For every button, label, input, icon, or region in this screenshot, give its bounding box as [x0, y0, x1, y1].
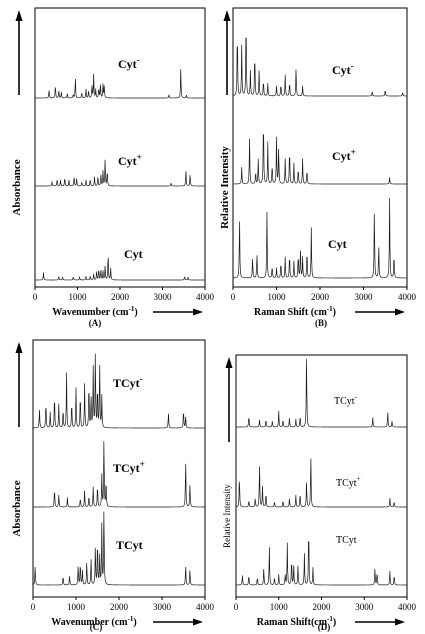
y-arrow-head: [223, 10, 231, 21]
x-tick-label: 0: [231, 292, 236, 302]
x-arrow-head: [193, 308, 203, 316]
x-tick-label: 1000: [67, 602, 86, 612]
x-tick-label: 2000: [313, 602, 332, 612]
series-label-1: TCyt+: [336, 475, 361, 489]
x-tick-label: 2000: [110, 602, 129, 612]
panel-b: 0 1000 2000 3000 4000 Raman Shift (cm-1) Relat…: [219, 7, 417, 328]
panel-caption: (A): [89, 318, 102, 328]
series-label-1: Cyt+: [118, 152, 142, 168]
y-arrow-head: [225, 357, 233, 368]
series-line-1: [33, 441, 205, 508]
series-line-0: [35, 69, 205, 99]
x-arrow-head: [395, 308, 405, 316]
plot-frame: [235, 354, 408, 598]
y-arrow-head: [15, 10, 23, 21]
x-tick-label: 3000: [355, 602, 374, 612]
y-axis-label: Relative Intensity: [219, 146, 231, 229]
panel-d: 0 1000 2000 3000 4000 Raman Shift(cm-1) Relati…: [222, 354, 417, 632]
series-label-2: TCyt: [336, 535, 357, 546]
x-arrow-head: [193, 618, 203, 626]
x-axis-label: Wavenumber (cm-1): [52, 305, 137, 318]
x-axis-label: Raman Shift (cm-1): [254, 305, 336, 318]
series-line-0: [232, 37, 408, 97]
series-label-2: Cyt: [328, 237, 347, 251]
series-label-0: Cyt-: [118, 55, 140, 71]
x-tick-label: 0: [234, 602, 239, 612]
x-tick-label: 1000: [69, 292, 88, 302]
x-axis-label: Raman Shift(cm-1): [257, 615, 336, 628]
x-tick-label: 0: [33, 292, 38, 302]
series-line-1: [235, 458, 407, 508]
plot-frame: [34, 7, 206, 288]
series-label-0: TCyt-: [113, 374, 143, 390]
x-tick-label: 0: [31, 602, 36, 612]
y-axis-label: Absorbance: [11, 159, 23, 215]
series-label-2: Cyt: [124, 247, 143, 261]
plot-frame: [232, 7, 408, 288]
panel-c: 0 1000 2000 3000 4000 Wavenumber (cm-1) Absorb…: [11, 339, 215, 632]
series-line-2: [35, 257, 205, 281]
series-label-1: Cyt+: [332, 147, 356, 163]
y-axis-label: Absorbance: [11, 480, 23, 536]
y-axis-label: Relative Intensity: [222, 484, 232, 548]
series-line-2: [32, 511, 205, 586]
x-tick-label: 4000: [398, 602, 417, 612]
panel-a: 0 1000 2000 3000 4000 Wavenumber (cm-1) Absorb…: [11, 7, 215, 328]
series-line-2: [235, 541, 407, 586]
x-tick-label: 4000: [398, 292, 417, 302]
series-label-0: Cyt-: [332, 61, 354, 77]
series-line-0: [33, 353, 205, 429]
series-label-0: TCyt-: [334, 393, 358, 407]
y-arrow-head: [15, 342, 23, 353]
x-tick-label: 1000: [270, 602, 289, 612]
x-tick-label: 1000: [268, 292, 287, 302]
x-arrow-head: [395, 618, 405, 626]
series-line-1: [233, 134, 407, 185]
series-line-1: [35, 159, 205, 187]
panel-caption: (C): [90, 622, 103, 632]
series-label-2: TCyt: [116, 538, 143, 552]
x-tick-label: 3000: [355, 292, 374, 302]
x-axis-label: Wavenumber (cm-1): [51, 615, 136, 628]
x-tick-label: 4000: [196, 292, 215, 302]
x-tick-label: 2000: [111, 292, 130, 302]
x-tick-label: 2000: [311, 292, 330, 302]
panel-caption: (B): [315, 318, 327, 328]
panel-caption: (D): [318, 622, 331, 632]
series-label-1: TCyt+: [113, 459, 145, 475]
x-tick-label: 3000: [154, 292, 173, 302]
x-tick-label: 3000: [153, 602, 172, 612]
x-tick-label: 4000: [196, 602, 215, 612]
series-line-2: [232, 198, 407, 279]
series-line-0: [236, 358, 407, 428]
